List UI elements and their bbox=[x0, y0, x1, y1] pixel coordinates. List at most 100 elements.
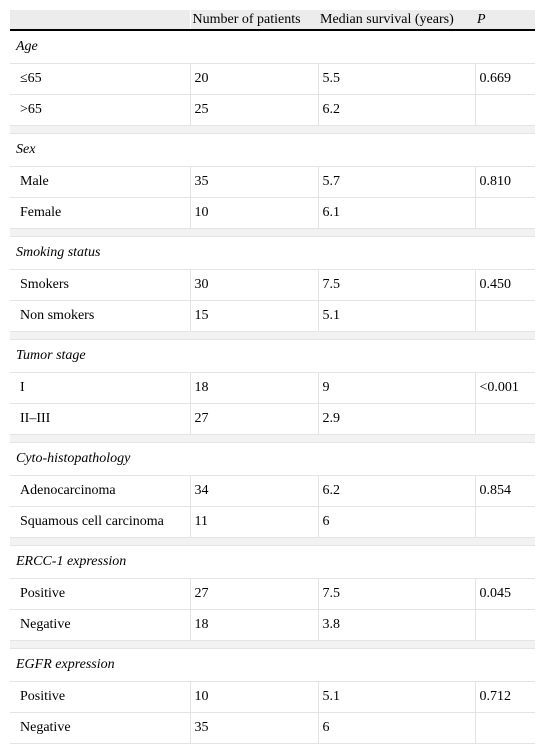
p-value-cell: 0.854 bbox=[475, 475, 535, 507]
table-row: Smokers 30 7.5 0.450 bbox=[10, 269, 535, 301]
patients-cell: 34 bbox=[190, 475, 319, 507]
group-title: Tumor stage bbox=[10, 339, 535, 373]
group-spacer bbox=[10, 228, 535, 237]
group-row: Cyto-histopathology bbox=[10, 442, 535, 476]
patients-cell: 27 bbox=[190, 403, 319, 435]
patients-cell: 10 bbox=[190, 681, 319, 713]
survival-cell: 7.5 bbox=[318, 578, 476, 610]
header-blank-cell bbox=[10, 10, 191, 31]
row-label: I bbox=[10, 372, 191, 404]
row-label: II–III bbox=[10, 403, 191, 435]
row-label: Smokers bbox=[10, 269, 191, 301]
survival-cell: 5.5 bbox=[318, 63, 476, 95]
group-title: Age bbox=[10, 30, 535, 64]
spacer-cell bbox=[10, 537, 535, 546]
table-row: Negative 18 3.8 bbox=[10, 609, 535, 641]
group-title: Cyto-histopathology bbox=[10, 442, 535, 476]
p-value-cell bbox=[475, 403, 535, 435]
p-value-cell bbox=[475, 300, 535, 332]
survival-cell: 7.5 bbox=[318, 269, 476, 301]
table-row: ≤65 20 5.5 0.669 bbox=[10, 63, 535, 95]
patients-cell: 20 bbox=[190, 63, 319, 95]
row-label: Squamous cell carcinoma bbox=[10, 506, 191, 538]
table-row: Female 10 6.1 bbox=[10, 197, 535, 229]
header-median-survival: Median survival (years) bbox=[318, 10, 475, 31]
table-row: Male 35 5.7 0.810 bbox=[10, 166, 535, 198]
group-title: Sex bbox=[10, 133, 535, 167]
survival-cell: 9 bbox=[318, 372, 476, 404]
p-value-cell bbox=[475, 609, 535, 641]
patients-cell: 30 bbox=[190, 269, 319, 301]
survival-table-container: Number of patients Median survival (year… bbox=[10, 10, 535, 744]
table-row: Negative 35 6 bbox=[10, 712, 535, 744]
row-label: ≤65 bbox=[10, 63, 191, 95]
row-label: Negative bbox=[10, 609, 191, 641]
patients-cell: 35 bbox=[190, 166, 319, 198]
survival-cell: 2.9 bbox=[318, 403, 476, 435]
table-row: I 18 9 <0.001 bbox=[10, 372, 535, 404]
header-p-value: P bbox=[475, 10, 535, 31]
group-row: Tumor stage bbox=[10, 339, 535, 373]
group-spacer bbox=[10, 537, 535, 546]
group-spacer bbox=[10, 434, 535, 443]
row-label: Male bbox=[10, 166, 191, 198]
table-row: Positive 27 7.5 0.045 bbox=[10, 578, 535, 610]
row-label: Female bbox=[10, 197, 191, 229]
group-row: EGFR expression bbox=[10, 648, 535, 682]
row-label: >65 bbox=[10, 94, 191, 126]
table-row: Non smokers 15 5.1 bbox=[10, 300, 535, 332]
group-row: Smoking status bbox=[10, 236, 535, 270]
survival-cell: 6.2 bbox=[318, 94, 476, 126]
p-value-cell: 0.045 bbox=[475, 578, 535, 610]
table-row: >65 25 6.2 bbox=[10, 94, 535, 126]
header-row: Number of patients Median survival (year… bbox=[10, 10, 535, 31]
group-spacer bbox=[10, 125, 535, 134]
p-value-cell: 0.669 bbox=[475, 63, 535, 95]
patients-cell: 18 bbox=[190, 609, 319, 641]
row-label: Positive bbox=[10, 578, 191, 610]
patients-cell: 18 bbox=[190, 372, 319, 404]
survival-cell: 5.1 bbox=[318, 300, 476, 332]
spacer-cell bbox=[10, 331, 535, 340]
survival-cell: 5.1 bbox=[318, 681, 476, 713]
table-row: Squamous cell carcinoma 11 6 bbox=[10, 506, 535, 538]
p-value-cell bbox=[475, 506, 535, 538]
survival-cell: 6.2 bbox=[318, 475, 476, 507]
group-row: Sex bbox=[10, 133, 535, 167]
patients-cell: 27 bbox=[190, 578, 319, 610]
group-title: EGFR expression bbox=[10, 648, 535, 682]
group-title: ERCC-1 expression bbox=[10, 545, 535, 579]
p-value-cell bbox=[475, 94, 535, 126]
spacer-cell bbox=[10, 228, 535, 237]
table-header: Number of patients Median survival (year… bbox=[10, 10, 535, 31]
patients-cell: 25 bbox=[190, 94, 319, 126]
row-label: Positive bbox=[10, 681, 191, 713]
p-value-cell: <0.001 bbox=[475, 372, 535, 404]
survival-cell: 6 bbox=[318, 712, 476, 744]
table-row: Adenocarcinoma 34 6.2 0.854 bbox=[10, 475, 535, 507]
spacer-cell bbox=[10, 434, 535, 443]
survival-table: Number of patients Median survival (year… bbox=[10, 10, 535, 744]
survival-cell: 5.7 bbox=[318, 166, 476, 198]
survival-cell: 3.8 bbox=[318, 609, 476, 641]
table-row: Positive 10 5.1 0.712 bbox=[10, 681, 535, 713]
p-value-cell: 0.712 bbox=[475, 681, 535, 713]
p-value-cell: 0.810 bbox=[475, 166, 535, 198]
group-spacer bbox=[10, 640, 535, 649]
p-value-cell: 0.450 bbox=[475, 269, 535, 301]
table-body: Age ≤65 20 5.5 0.669 >65 25 6.2 Sex Male 35 5.7 0.81… bbox=[10, 30, 535, 744]
group-row: Age bbox=[10, 30, 535, 64]
p-value-cell bbox=[475, 712, 535, 744]
group-spacer bbox=[10, 331, 535, 340]
row-label: Adenocarcinoma bbox=[10, 475, 191, 507]
patients-cell: 35 bbox=[190, 712, 319, 744]
patients-cell: 11 bbox=[190, 506, 319, 538]
spacer-cell bbox=[10, 125, 535, 134]
header-number-of-patients: Number of patients bbox=[190, 10, 318, 31]
row-label: Non smokers bbox=[10, 300, 191, 332]
patients-cell: 10 bbox=[190, 197, 319, 229]
spacer-cell bbox=[10, 640, 535, 649]
survival-cell: 6.1 bbox=[318, 197, 476, 229]
p-value-cell bbox=[475, 197, 535, 229]
row-label: Negative bbox=[10, 712, 191, 744]
